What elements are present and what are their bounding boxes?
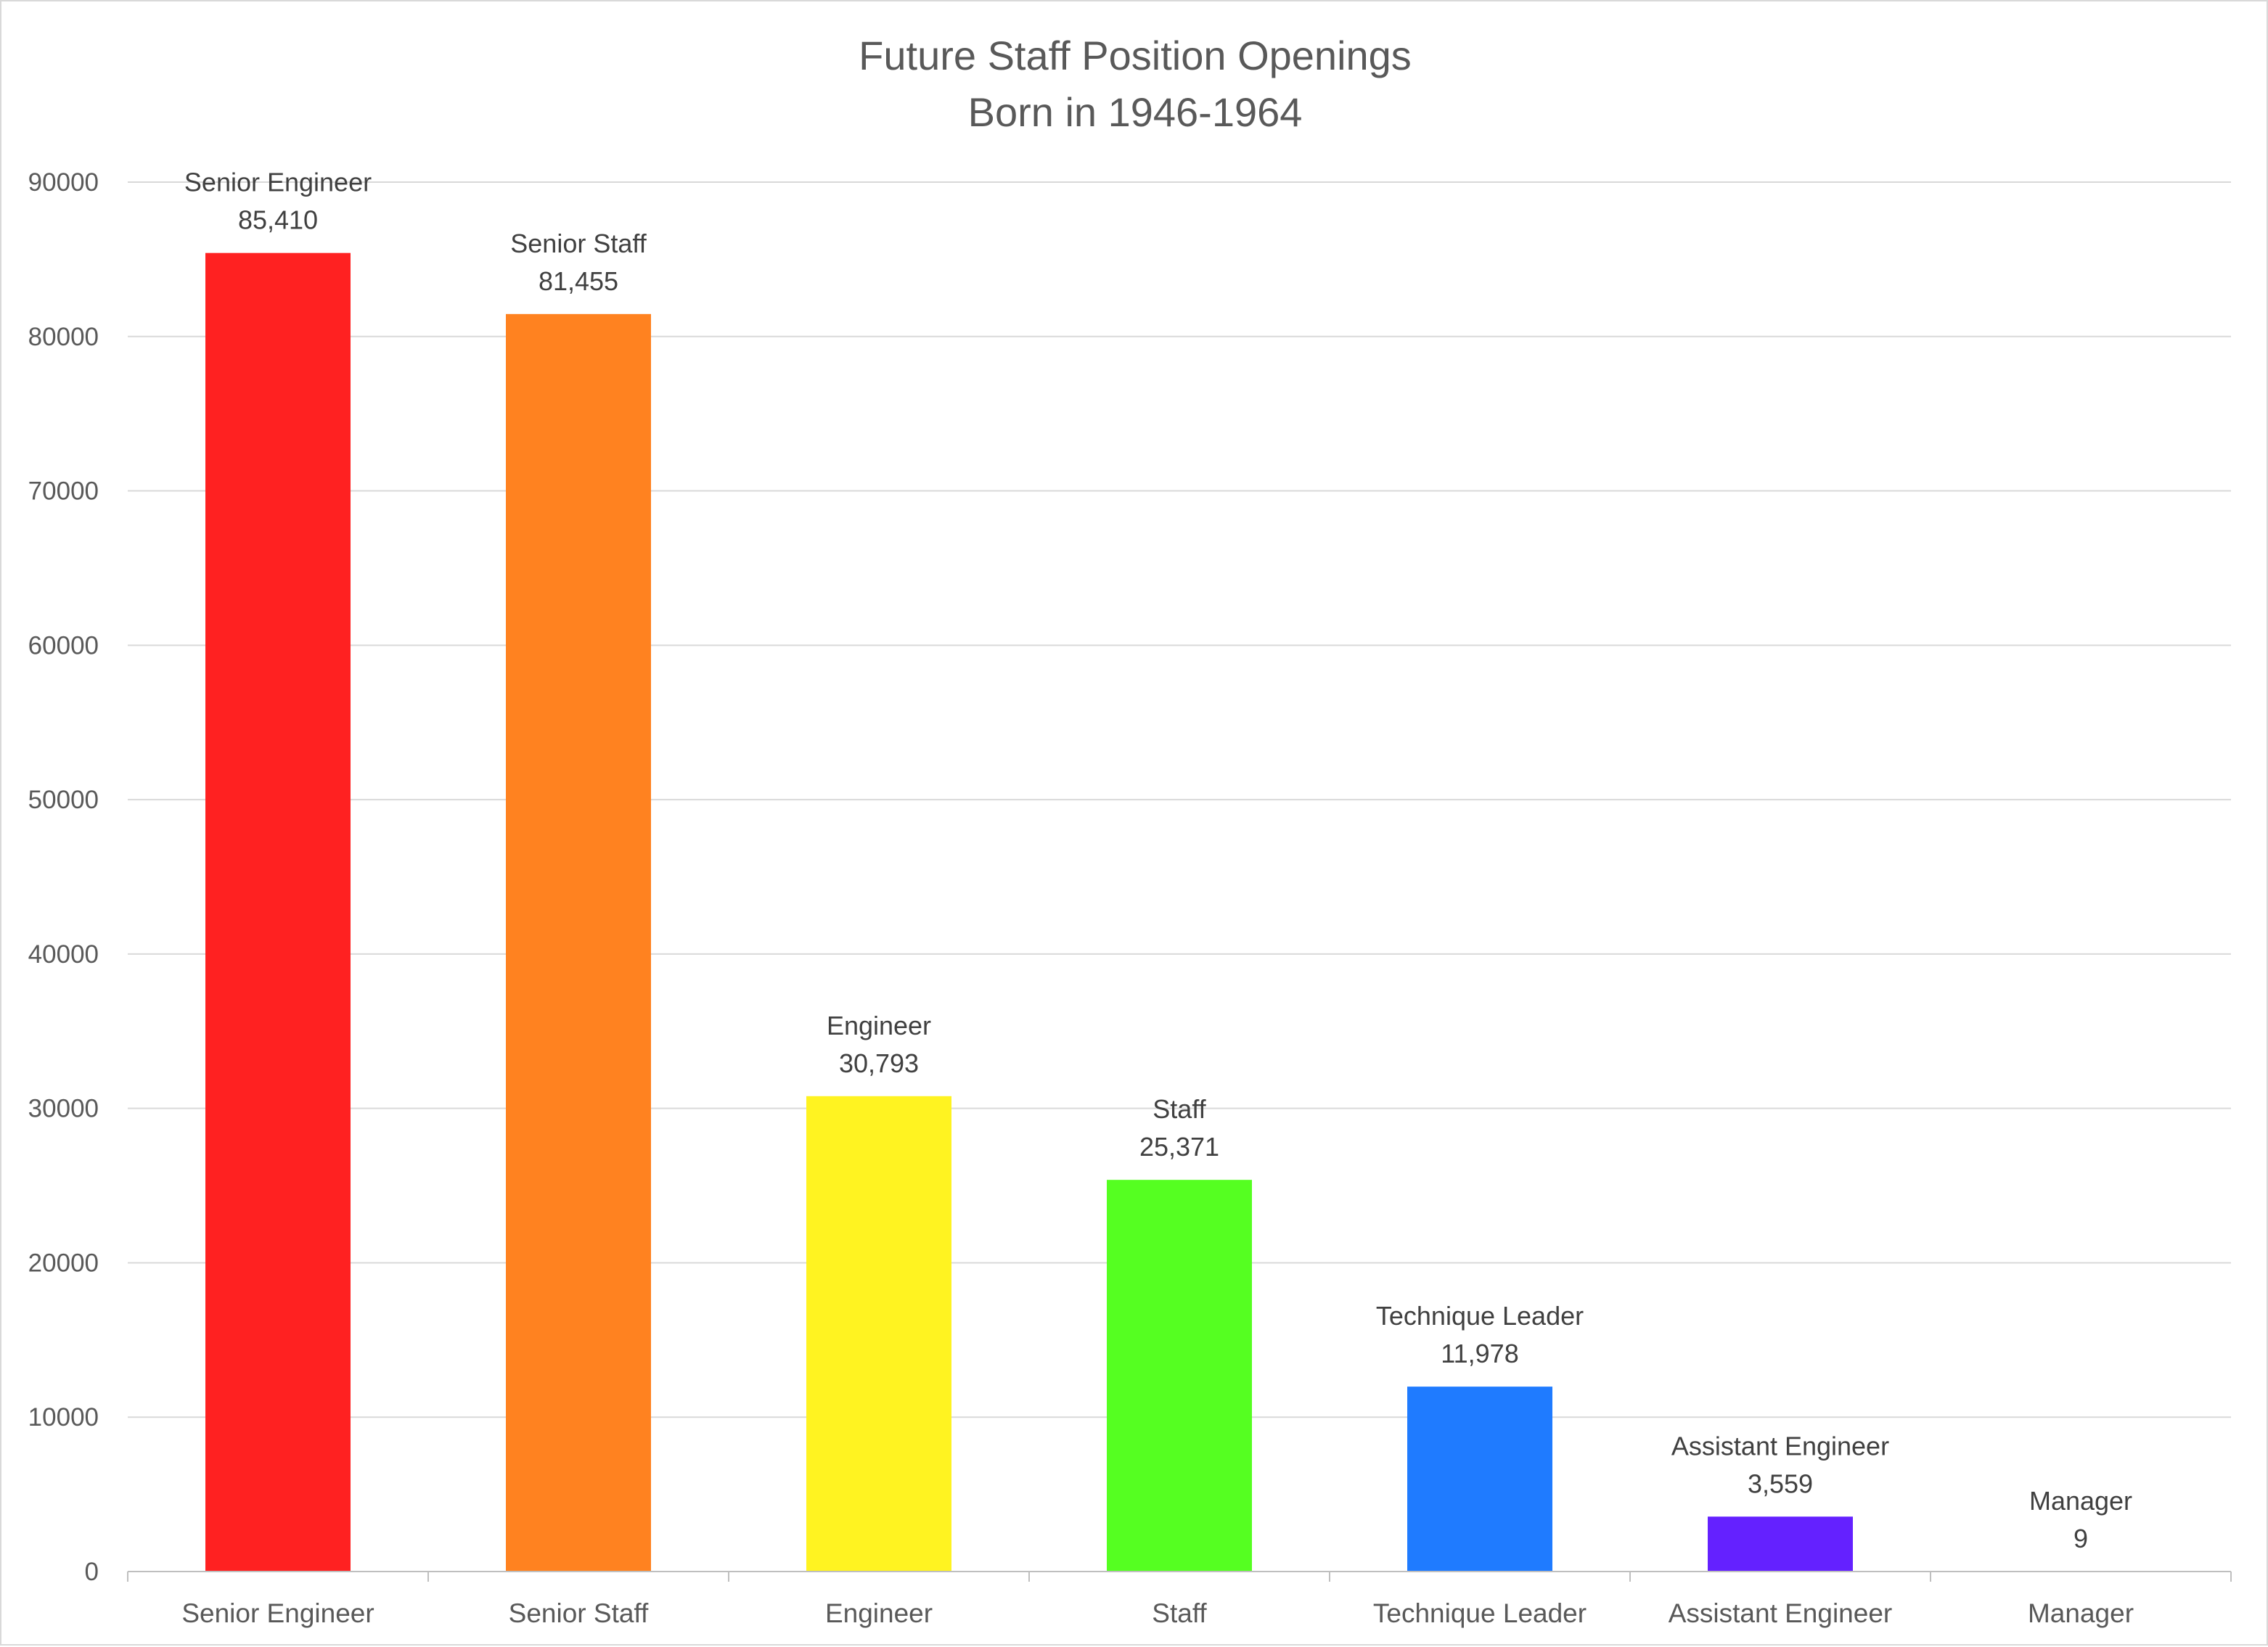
bar bbox=[506, 314, 651, 1572]
bar bbox=[1107, 1180, 1252, 1572]
data-label-value: 25,371 bbox=[1139, 1132, 1219, 1162]
data-label-value: 3,559 bbox=[1748, 1469, 1813, 1498]
data-label-category: Engineer bbox=[827, 1011, 931, 1040]
data-label-value: 85,410 bbox=[238, 205, 318, 235]
y-tick-label: 30000 bbox=[28, 1095, 99, 1123]
y-tick-label: 60000 bbox=[28, 631, 99, 660]
x-tick-label: Technique Leader bbox=[1373, 1598, 1587, 1628]
data-label-category: Staff bbox=[1153, 1094, 1206, 1124]
y-axis-tick-labels: 0 10000 20000 30000 40000 50000 60000 70000 8000… bbox=[28, 168, 99, 1586]
data-label-value: 11,978 bbox=[1441, 1339, 1518, 1368]
y-tick-label: 90000 bbox=[28, 168, 99, 197]
data-label-category: Manager bbox=[2029, 1486, 2132, 1516]
bars bbox=[205, 253, 2153, 1572]
data-label-value: 81,455 bbox=[539, 266, 618, 296]
data-label-value: 30,793 bbox=[839, 1048, 919, 1078]
y-tick-label: 70000 bbox=[28, 477, 99, 506]
x-tick-label: Staff bbox=[1152, 1598, 1207, 1628]
data-label-category: Senior Staff bbox=[510, 229, 647, 258]
y-tick-label: 0 bbox=[85, 1558, 99, 1586]
data-label-value: 9 bbox=[2073, 1524, 2088, 1553]
data-label-category: Senior Engineer bbox=[184, 168, 372, 197]
bar bbox=[1708, 1516, 1853, 1572]
x-axis-tick-labels: Senior Engineer Senior Staff Engineer Staff… bbox=[181, 1598, 2134, 1628]
x-tick-label: Senior Engineer bbox=[181, 1598, 374, 1628]
y-tick-label: 40000 bbox=[28, 940, 99, 969]
y-tick-label: 80000 bbox=[28, 323, 99, 351]
y-tick-label: 50000 bbox=[28, 786, 99, 814]
x-axis bbox=[128, 1572, 2231, 1582]
bar bbox=[1407, 1387, 1552, 1572]
data-label-category: Technique Leader bbox=[1376, 1301, 1584, 1331]
x-tick-label: Manager bbox=[2028, 1598, 2134, 1628]
chart-title-group: Future Staff Position Openings Born in 1… bbox=[859, 33, 1412, 135]
bar bbox=[806, 1096, 951, 1572]
bar bbox=[205, 253, 351, 1572]
x-tick-label: Assistant Engineer bbox=[1669, 1598, 1893, 1628]
chart-subtitle: Born in 1946-1964 bbox=[968, 89, 1303, 135]
data-label-category: Assistant Engineer bbox=[1671, 1431, 1889, 1461]
x-tick-label: Senior Staff bbox=[509, 1598, 649, 1628]
y-tick-label: 10000 bbox=[28, 1403, 99, 1432]
x-tick-label: Engineer bbox=[825, 1598, 933, 1628]
y-tick-label: 20000 bbox=[28, 1249, 99, 1277]
chart-title: Future Staff Position Openings bbox=[859, 33, 1412, 78]
